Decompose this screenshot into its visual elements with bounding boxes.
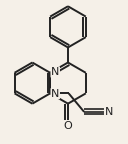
Text: N: N [51, 89, 59, 99]
Text: O: O [64, 121, 73, 131]
Text: N: N [105, 107, 113, 117]
Text: N: N [51, 67, 59, 77]
